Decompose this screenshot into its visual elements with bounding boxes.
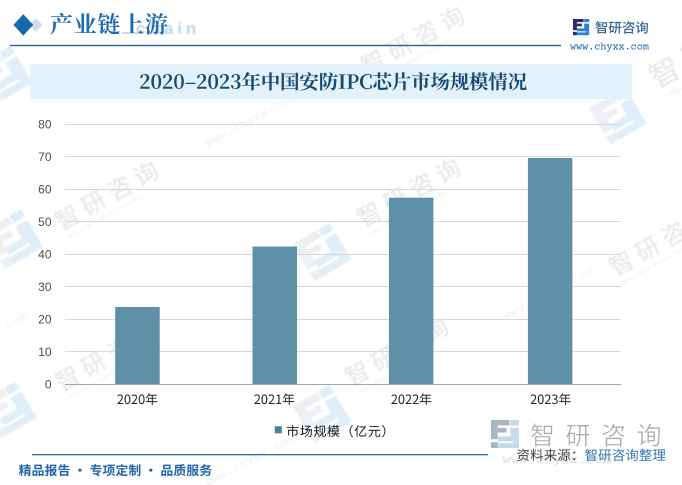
svg-text:70: 70: [38, 150, 52, 164]
svg-text:30: 30: [38, 280, 52, 294]
svg-text:50: 50: [38, 215, 52, 229]
svg-text:40: 40: [38, 247, 52, 261]
svg-text:chain: chain: [136, 19, 200, 38]
svg-text:10: 10: [38, 345, 52, 359]
svg-text:80: 80: [38, 117, 52, 131]
svg-text:60: 60: [38, 182, 52, 196]
svg-text:0: 0: [45, 377, 52, 391]
svg-text:20: 20: [38, 312, 52, 326]
